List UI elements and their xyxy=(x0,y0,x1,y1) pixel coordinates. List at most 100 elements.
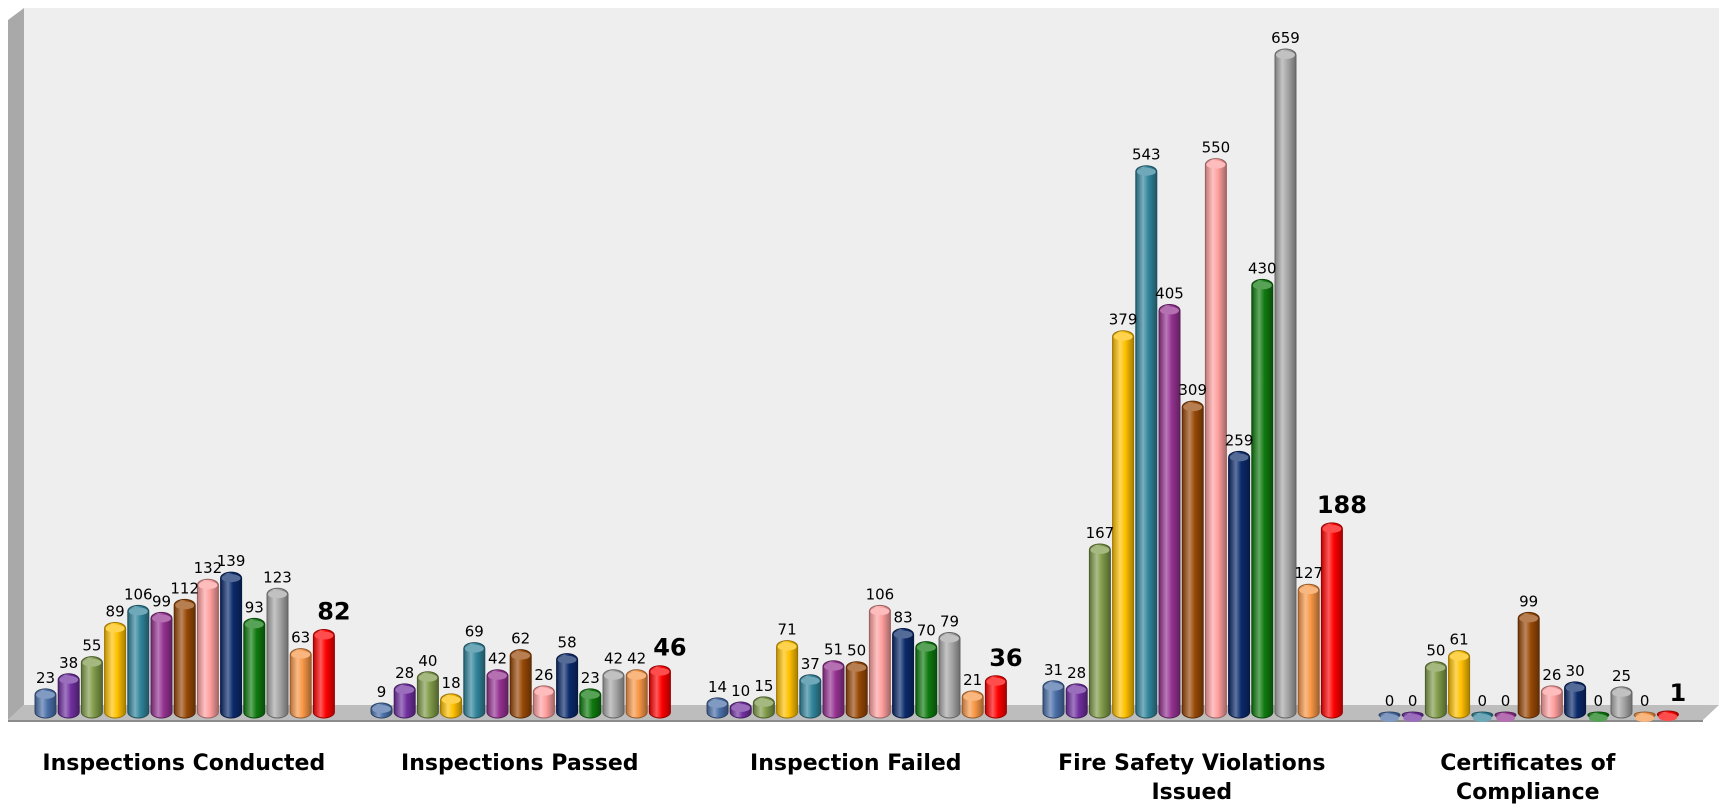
bar xyxy=(486,669,509,719)
value-label: 0 xyxy=(1501,692,1511,710)
bar-cap xyxy=(221,574,241,583)
value-label: 379 xyxy=(1109,311,1138,329)
bar xyxy=(1181,400,1204,719)
bar xyxy=(648,665,671,719)
bar-cap xyxy=(128,607,148,616)
bar-cap xyxy=(1403,714,1423,722)
bar-cap xyxy=(557,655,577,664)
value-label: 139 xyxy=(217,552,246,570)
bar-cap xyxy=(1322,524,1342,533)
bar xyxy=(602,669,625,719)
value-label: 188 xyxy=(1317,491,1367,519)
category-label: Inspections Conducted xyxy=(42,751,325,776)
value-label: 309 xyxy=(1178,381,1207,399)
bar-cap xyxy=(604,671,623,680)
bar xyxy=(984,675,1007,719)
bar-cap xyxy=(268,590,287,599)
bar-cap xyxy=(1276,51,1295,59)
bar-cap xyxy=(1183,403,1203,412)
bar-cap xyxy=(372,704,391,713)
bar xyxy=(463,642,486,719)
category-labels-layer: Inspections Conducted Inspections Passed I… xyxy=(42,751,1615,805)
category-label-line: Compliance xyxy=(1456,780,1599,805)
bar-cap xyxy=(1658,712,1678,721)
category-label: Certificates of Compliance xyxy=(1440,751,1615,805)
bar-cap xyxy=(291,650,311,659)
value-label: 26 xyxy=(1542,666,1561,684)
bar-cap xyxy=(1160,306,1179,315)
category-label-line: Fire Safety Violations xyxy=(1058,751,1325,776)
value-label: 28 xyxy=(1067,664,1086,682)
value-label: 23 xyxy=(36,669,55,687)
bar xyxy=(915,641,938,719)
bar-cap xyxy=(824,662,843,671)
bar-cap xyxy=(963,692,983,701)
value-label: 430 xyxy=(1248,259,1277,277)
category-label: Inspection Failed xyxy=(750,751,961,776)
value-label: 0 xyxy=(1478,692,1488,710)
bar xyxy=(127,604,150,719)
bar-cap xyxy=(1252,281,1272,290)
value-label: 0 xyxy=(1594,692,1604,710)
value-label: 31 xyxy=(1044,661,1063,679)
value-label: 167 xyxy=(1086,524,1115,542)
value-label: 37 xyxy=(801,655,820,673)
bar xyxy=(556,653,579,719)
bar xyxy=(776,640,799,719)
value-label: 550 xyxy=(1202,139,1231,157)
value-label: 123 xyxy=(263,568,292,586)
bar xyxy=(57,673,80,719)
bar-cap xyxy=(1519,614,1539,623)
bar xyxy=(1112,330,1135,719)
category-label-line: Certificates of xyxy=(1440,751,1615,776)
bar-cap xyxy=(800,676,820,685)
bar xyxy=(80,656,103,719)
bar-cap xyxy=(1206,160,1226,169)
bar-cap xyxy=(1588,714,1608,722)
bar-cap xyxy=(395,685,415,694)
value-label: 58 xyxy=(558,634,577,652)
bar xyxy=(173,598,196,719)
bar-cap xyxy=(152,614,171,623)
value-label: 543 xyxy=(1132,146,1161,164)
bar-cap xyxy=(847,663,867,672)
bar-cap xyxy=(1299,586,1319,595)
bar-cap xyxy=(1612,688,1631,697)
bar xyxy=(509,649,532,719)
bar-cap xyxy=(754,698,774,707)
bar-cap xyxy=(916,643,936,652)
value-label: 25 xyxy=(1612,667,1631,685)
bar-cap xyxy=(870,607,890,616)
bar xyxy=(1448,650,1471,719)
bar xyxy=(1088,543,1111,719)
value-label: 21 xyxy=(963,671,982,689)
bar xyxy=(799,674,822,719)
chart-frame xyxy=(8,8,1719,722)
value-label: 38 xyxy=(59,654,78,672)
value-label: 99 xyxy=(1519,592,1538,610)
value-label: 14 xyxy=(708,678,727,696)
bar-cap xyxy=(777,642,797,651)
value-label: 112 xyxy=(170,579,199,597)
bar-cap xyxy=(1496,714,1515,722)
value-label: 10 xyxy=(731,682,750,700)
bar-cap xyxy=(198,581,218,590)
value-label: 55 xyxy=(82,637,101,655)
bar-cap xyxy=(1542,687,1562,696)
value-label: 30 xyxy=(1566,662,1585,680)
value-label: 79 xyxy=(940,613,959,631)
bar xyxy=(1517,611,1540,719)
bar-cap xyxy=(1565,683,1585,692)
value-label: 93 xyxy=(245,598,264,616)
value-label: 106 xyxy=(866,585,895,603)
bar-cap xyxy=(1472,714,1492,722)
bar-cap xyxy=(1067,685,1087,694)
value-label: 82 xyxy=(317,598,350,626)
bar xyxy=(938,632,961,719)
value-label: 61 xyxy=(1450,631,1469,649)
bar-cap xyxy=(940,634,959,643)
bar-cap xyxy=(59,675,79,684)
bar xyxy=(1424,661,1447,719)
value-label: 0 xyxy=(1640,692,1650,710)
value-label: 0 xyxy=(1408,692,1418,710)
